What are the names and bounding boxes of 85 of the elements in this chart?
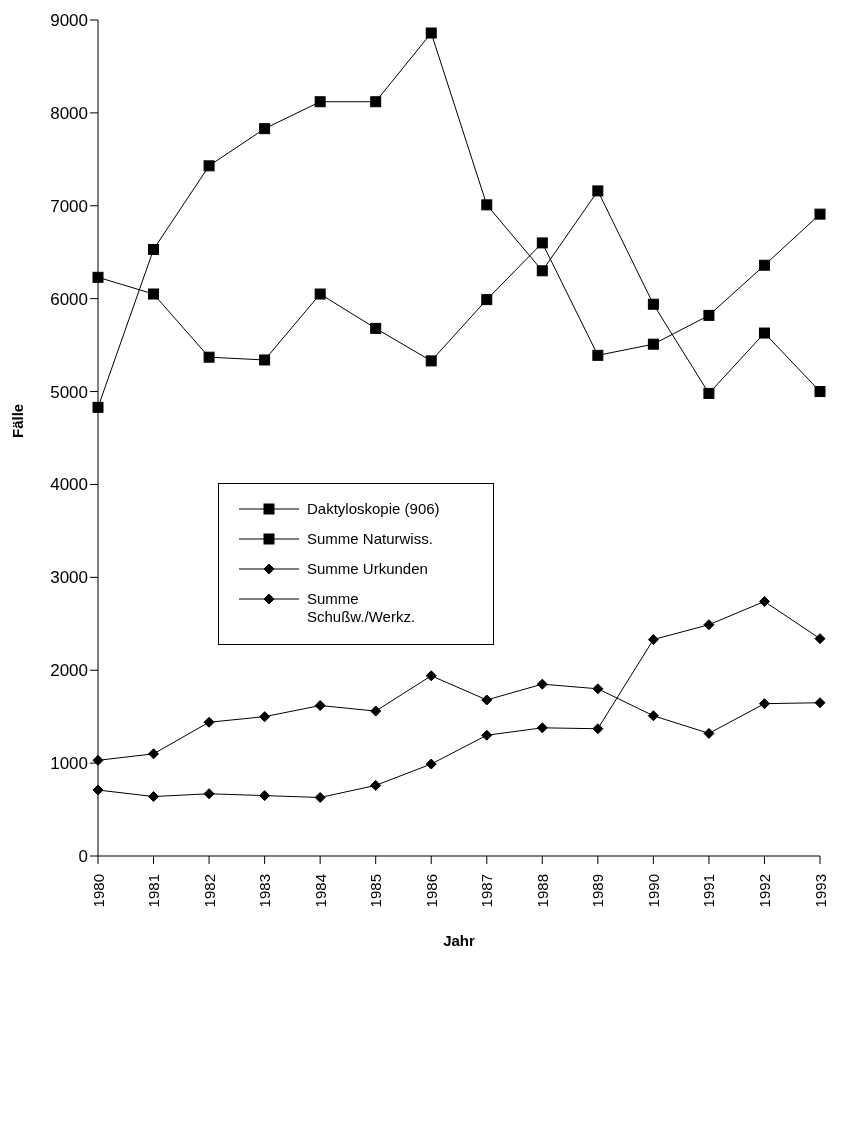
x-axis-title: Jahr bbox=[443, 932, 475, 949]
point bbox=[148, 748, 160, 760]
x-tick-label: 1987 bbox=[478, 874, 496, 908]
point bbox=[314, 791, 326, 803]
x-tick-label: 1991 bbox=[700, 874, 718, 908]
point bbox=[203, 788, 215, 800]
legend-label: Summe Urkunden bbox=[307, 560, 429, 578]
point bbox=[536, 678, 548, 690]
point bbox=[814, 208, 826, 220]
point bbox=[703, 309, 715, 321]
point bbox=[314, 96, 326, 108]
x-tick-label: 1990 bbox=[644, 874, 662, 908]
point bbox=[703, 387, 715, 399]
point bbox=[425, 27, 437, 39]
y-tick-label: 3000 bbox=[50, 568, 88, 588]
point bbox=[758, 698, 770, 710]
y-tick-label: 6000 bbox=[50, 289, 88, 309]
point bbox=[647, 710, 659, 722]
point bbox=[259, 354, 271, 366]
point bbox=[592, 723, 604, 735]
point bbox=[370, 779, 382, 791]
point bbox=[647, 338, 659, 350]
y-axis-title: Fälle bbox=[9, 403, 27, 438]
point bbox=[148, 288, 160, 300]
y-tick-label: 5000 bbox=[50, 382, 88, 402]
x-tick-label: 1984 bbox=[311, 874, 329, 908]
point bbox=[92, 401, 104, 413]
legend-label: Summe Schußw./Werkz. bbox=[307, 590, 417, 626]
point bbox=[481, 729, 493, 741]
point bbox=[92, 784, 104, 796]
y-tick-label: 8000 bbox=[50, 103, 88, 123]
point bbox=[259, 790, 271, 802]
x-tick-label: 1981 bbox=[145, 874, 163, 908]
point bbox=[647, 298, 659, 310]
x-tick-label: 1988 bbox=[533, 874, 551, 908]
y-tick-label: 0 bbox=[78, 847, 88, 867]
legend-label: Summe Naturwiss. bbox=[307, 530, 434, 548]
y-tick-label: 9000 bbox=[50, 11, 88, 31]
point bbox=[92, 271, 104, 283]
x-tick-label: 1980 bbox=[89, 874, 107, 908]
point bbox=[814, 386, 826, 398]
x-tick-label: 1992 bbox=[755, 874, 773, 908]
point bbox=[259, 711, 271, 723]
x-tick-label: 1989 bbox=[589, 874, 607, 908]
point bbox=[481, 694, 493, 706]
point bbox=[314, 700, 326, 712]
point bbox=[536, 237, 548, 249]
point bbox=[481, 294, 493, 306]
y-tick-label: 2000 bbox=[50, 661, 88, 681]
y-tick-label: 4000 bbox=[50, 475, 88, 495]
y-tick-label: 7000 bbox=[50, 196, 88, 216]
point bbox=[592, 683, 604, 695]
point bbox=[481, 199, 493, 211]
x-tick-label: 1993 bbox=[811, 874, 829, 908]
point bbox=[203, 351, 215, 363]
point bbox=[203, 160, 215, 172]
point bbox=[259, 123, 271, 135]
point bbox=[314, 288, 326, 300]
point bbox=[370, 705, 382, 717]
point bbox=[758, 327, 770, 339]
x-tick-label: 1986 bbox=[422, 874, 440, 908]
point bbox=[814, 697, 826, 709]
point bbox=[536, 722, 548, 734]
point bbox=[148, 791, 160, 803]
point bbox=[647, 634, 659, 646]
x-tick-label: 1985 bbox=[367, 874, 385, 908]
point bbox=[425, 758, 437, 770]
point bbox=[370, 96, 382, 108]
point bbox=[148, 243, 160, 255]
point bbox=[370, 322, 382, 334]
x-tick-label: 1983 bbox=[256, 874, 274, 908]
legend-label: Daktyloskopie (906) bbox=[307, 500, 441, 518]
point bbox=[758, 259, 770, 271]
point bbox=[703, 727, 715, 739]
point bbox=[536, 265, 548, 277]
point bbox=[203, 716, 215, 728]
point bbox=[703, 619, 715, 631]
point bbox=[592, 185, 604, 197]
point bbox=[758, 595, 770, 607]
point bbox=[425, 670, 437, 682]
x-tick-label: 1982 bbox=[200, 874, 218, 908]
point bbox=[425, 355, 437, 367]
point bbox=[592, 349, 604, 361]
y-tick-label: 1000 bbox=[50, 754, 88, 774]
point bbox=[814, 633, 826, 645]
